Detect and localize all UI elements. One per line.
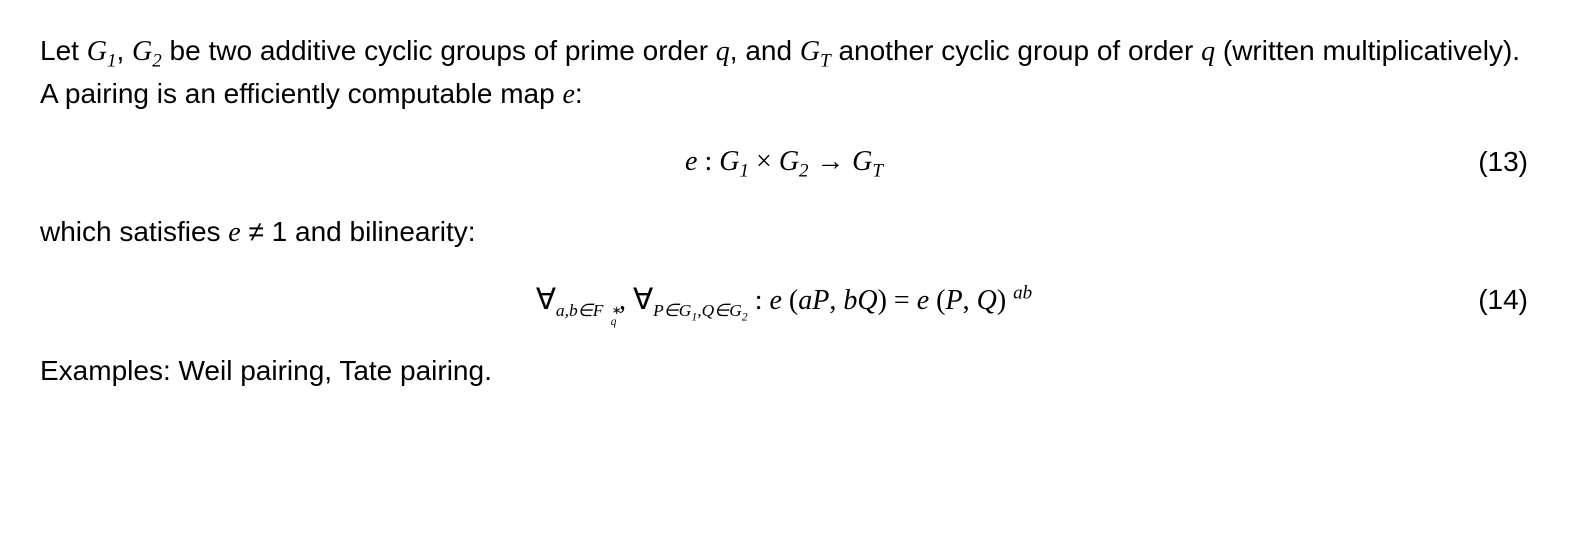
- math-e: e: [562, 79, 574, 110]
- math-e: e: [228, 217, 240, 248]
- equation-14-content: ∀a,b∈F∗q, ∀P∈G1,Q∈G2 : e (aP, bQ) = e (P…: [100, 278, 1468, 322]
- text: Examples: Weil pairing, Tate pairing.: [40, 355, 492, 386]
- equation-14-number: (14): [1468, 279, 1532, 321]
- equation-13-content: e : G1 × G2 → GT: [100, 140, 1468, 183]
- neq-symbol: ≠: [249, 216, 264, 247]
- math-g2: G2: [132, 36, 162, 67]
- examples-paragraph: Examples: Weil pairing, Tate pairing.: [40, 350, 1532, 392]
- intro-paragraph: Let G1, G2 be two additive cyclic groups…: [40, 30, 1532, 116]
- text: and bilinearity:: [287, 216, 475, 247]
- text: :: [575, 78, 583, 109]
- math-q: q: [1201, 36, 1215, 67]
- forall-symbol: ∀: [536, 284, 556, 316]
- text: which satisfies: [40, 216, 228, 247]
- math-g1: G1: [87, 36, 117, 67]
- math-gt: GT: [800, 36, 831, 67]
- text: ,: [116, 35, 132, 66]
- text: , and: [730, 35, 800, 66]
- condition-paragraph: which satisfies e ≠ 1 and bilinearity:: [40, 211, 1532, 254]
- text: be two additive cyclic groups of prime o…: [162, 35, 716, 66]
- text: Let: [40, 35, 87, 66]
- math-q: q: [716, 36, 730, 67]
- equation-14: ∀a,b∈F∗q, ∀P∈G1,Q∈G2 : e (aP, bQ) = e (P…: [40, 278, 1532, 322]
- text: 1: [264, 216, 287, 247]
- text: another cyclic group of order: [831, 35, 1201, 66]
- equation-13: e : G1 × G2 → GT (13): [40, 140, 1532, 183]
- forall-symbol: ∀: [633, 284, 653, 316]
- equation-13-number: (13): [1468, 141, 1532, 183]
